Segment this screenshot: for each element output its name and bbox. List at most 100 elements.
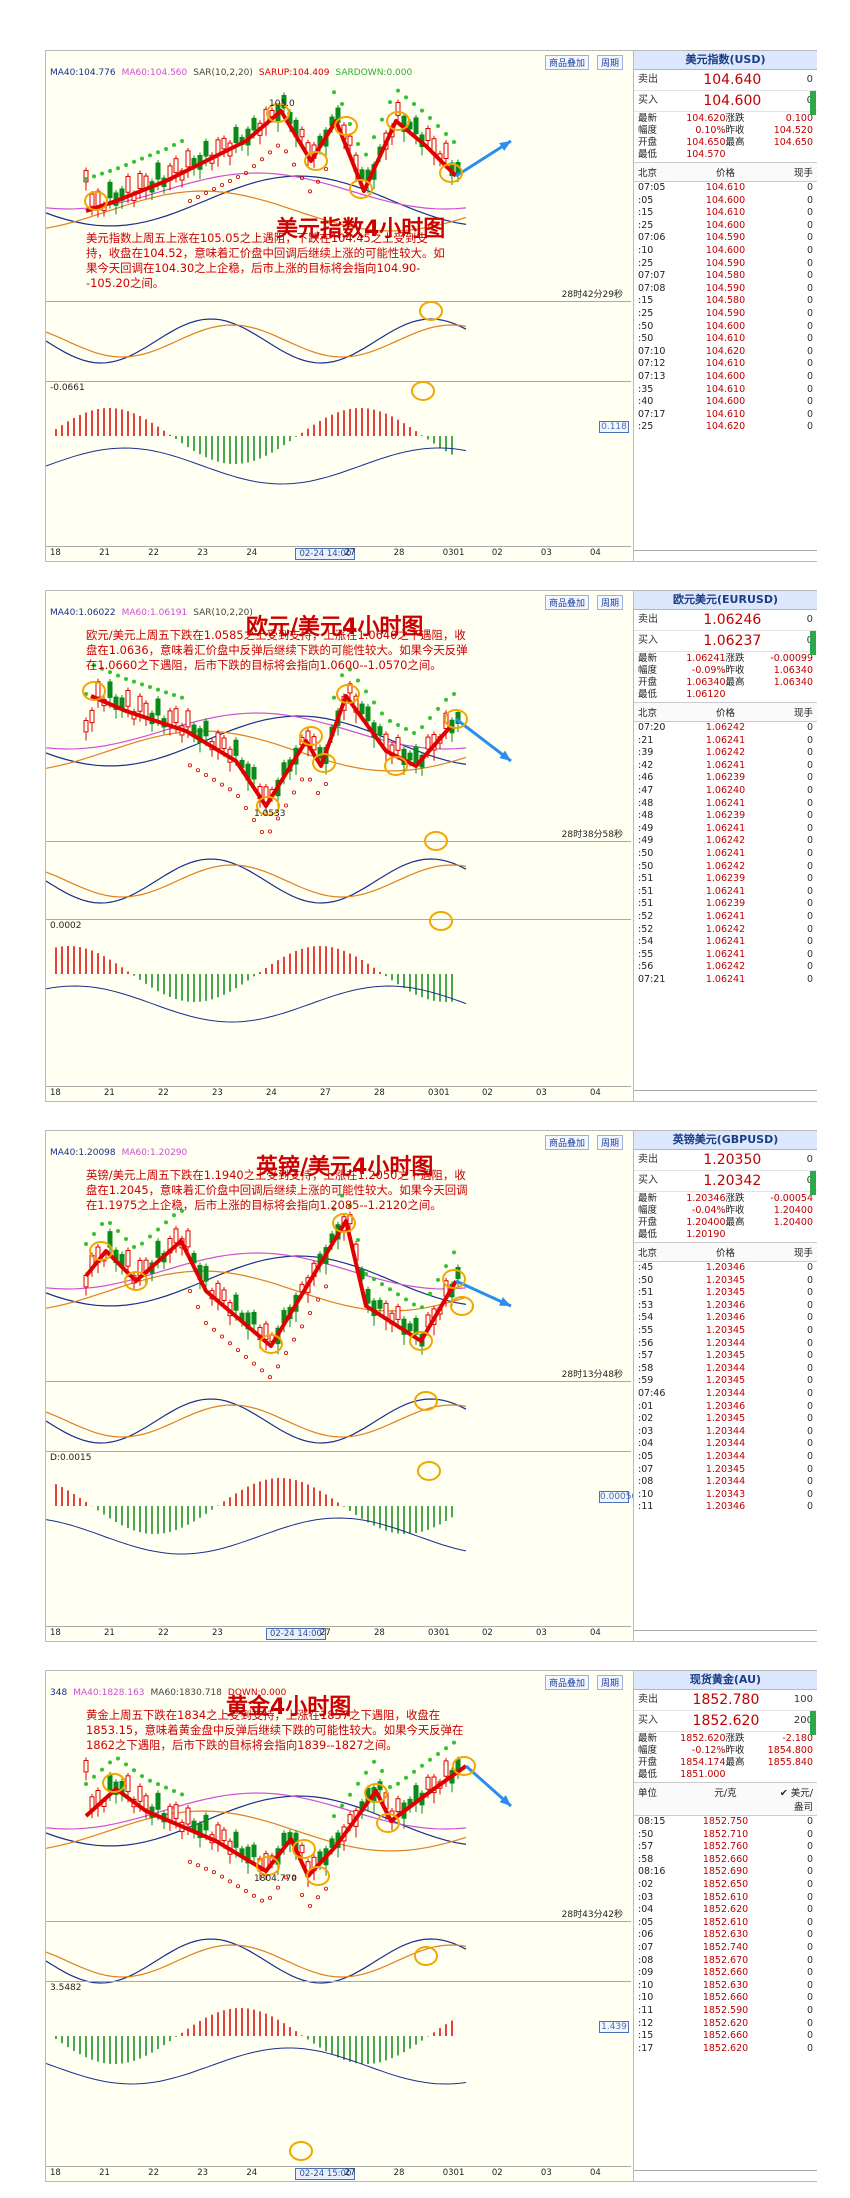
tick-time: :10 bbox=[638, 1979, 654, 1991]
tick-time: :48 bbox=[638, 797, 654, 809]
overlay-button[interactable]: 商品叠加 bbox=[544, 595, 589, 610]
sar-dot bbox=[371, 135, 376, 140]
stats-grid: 最新 104.620 涨跌 0.100 幅度 0.10% 昨收 104.520 开盘 104.65… bbox=[634, 112, 817, 162]
scrollbar[interactable] bbox=[810, 1711, 816, 1735]
tick-time: :25 bbox=[638, 421, 654, 433]
countdown-timer: 28时43分42秒 bbox=[561, 1910, 623, 1920]
symbol-name: 欧元美元(EURUSD) bbox=[634, 591, 817, 610]
x-tick-label: 22 bbox=[158, 1628, 169, 1638]
sar-dot bbox=[172, 1213, 177, 1218]
candle-body bbox=[89, 193, 95, 207]
indicator-line: MA40:1.20098 MA60:1.20290 bbox=[50, 1148, 193, 1158]
tick-time: :58 bbox=[638, 1362, 654, 1374]
period-button[interactable]: 周期 bbox=[596, 1135, 623, 1150]
tick-list[interactable]: 07:20 1.06242 0:21 1.06241 0:39 1.06242 0:42 1.… bbox=[634, 722, 817, 986]
overlay-button[interactable]: 商品叠加 bbox=[544, 1675, 589, 1690]
tick-list[interactable]: :45 1.20346 0:50 1.20345 0:51 1.20345 0:53 1.20… bbox=[634, 1262, 817, 1514]
candle-body bbox=[173, 1804, 179, 1820]
tick-price: 1852.630 bbox=[702, 1929, 749, 1941]
tick-time: :05 bbox=[638, 1450, 654, 1462]
chart-panel-2: 商品叠加 周期 MA40:1.06022 MA60:1.06191 SAR(10,2… bbox=[45, 590, 817, 1102]
tick-volume: 0 bbox=[806, 734, 813, 746]
sar-dot bbox=[331, 695, 336, 700]
tick-price: 1.20344 bbox=[705, 1438, 746, 1450]
sell-label: 卖出 bbox=[638, 1694, 658, 1705]
candle-body bbox=[173, 708, 179, 724]
candle-body bbox=[443, 142, 449, 160]
tick-volume: 0 bbox=[806, 860, 813, 872]
sar-dot bbox=[124, 1762, 129, 1767]
sar-dot bbox=[451, 1250, 456, 1255]
tick-row: :04 1.20344 0 bbox=[634, 1438, 817, 1451]
tick-volume: 0 bbox=[806, 1954, 813, 1966]
stat-value: 1.20400 bbox=[773, 1205, 813, 1216]
sar-dot bbox=[116, 673, 121, 678]
candle-body bbox=[377, 1299, 383, 1309]
sell-label: 卖出 bbox=[638, 614, 658, 625]
period-button[interactable]: 周期 bbox=[596, 1675, 623, 1690]
tick-row: :50 1852.710 0 bbox=[634, 1829, 817, 1842]
overlay-button[interactable]: 商品叠加 bbox=[544, 55, 589, 70]
tick-volume: 0 bbox=[806, 257, 813, 269]
stat-value: 1.20400 bbox=[773, 1217, 813, 1228]
forecast-arrowhead bbox=[499, 141, 511, 151]
candle-body bbox=[395, 101, 401, 116]
stat-cell: 涨跌 -0.00099 bbox=[726, 653, 814, 665]
macd-label: -0.0661 bbox=[50, 383, 85, 393]
tick-list[interactable]: 07:05 104.610 0:05 104.600 0:15 104.610 0:25 10… bbox=[634, 182, 817, 434]
period-button[interactable]: 周期 bbox=[596, 595, 623, 610]
kline-chart[interactable]: 商品叠加 周期 348 MA40:1828.163 MA60:1830.718 DOW… bbox=[45, 1671, 631, 2181]
candle-body bbox=[233, 1831, 239, 1848]
stat-value: -0.00054 bbox=[770, 1193, 813, 1204]
tick-row: :51 1.06239 0 bbox=[634, 898, 817, 911]
tick-col-header: 元/克 bbox=[714, 1788, 737, 1799]
scrollbar[interactable] bbox=[810, 91, 816, 115]
tick-volume: 0 bbox=[806, 936, 813, 948]
x-tick-label: 04 bbox=[590, 1088, 601, 1098]
tick-volume: 0 bbox=[806, 2030, 813, 2042]
tick-col-header: ✔ 美元/盎司 bbox=[779, 1788, 813, 1813]
kline-chart[interactable]: 商品叠加 周期 MA40:1.06022 MA60:1.06191 SAR(10,2… bbox=[45, 591, 631, 1101]
tick-time: :07 bbox=[638, 1941, 654, 1953]
candle-body bbox=[425, 1776, 431, 1790]
tick-row: :40 104.600 0 bbox=[634, 396, 817, 409]
tick-price: 1.20345 bbox=[705, 1375, 746, 1387]
tick-time: :04 bbox=[638, 1438, 654, 1450]
tick-volume: 0 bbox=[806, 1979, 813, 1991]
tick-time: 07:06 bbox=[638, 232, 666, 244]
tick-list[interactable]: 08:15 1852.750 0:50 1852.710 0:57 1852.760 0:5… bbox=[634, 1816, 817, 2055]
kline-chart[interactable]: 商品叠加 周期 MA40:1.20098 MA60:1.20290 英镑/美元4小… bbox=[45, 1131, 637, 1641]
tick-row: :45 1.20346 0 bbox=[634, 1262, 817, 1275]
macd-label: D:0.0015 bbox=[50, 1453, 92, 1463]
buy-row: 买入 1.06237 0 bbox=[634, 631, 817, 652]
ma-line bbox=[45, 1255, 467, 1307]
tick-row: :54 1.06241 0 bbox=[634, 936, 817, 949]
sar-dot bbox=[267, 150, 272, 155]
tick-row: :52 1.06242 0 bbox=[634, 924, 817, 937]
tick-price: 1.06242 bbox=[705, 835, 746, 847]
kline-chart[interactable]: 商品叠加 周期 MA40:104.776 MA60:104.560 SAR(10,2… bbox=[45, 51, 631, 561]
candle-body bbox=[395, 736, 401, 751]
macd-label: 0.0002 bbox=[50, 921, 82, 931]
tick-time: :35 bbox=[638, 383, 654, 395]
sar-dot bbox=[251, 817, 256, 822]
sidebar-footer bbox=[634, 1630, 817, 1641]
sar-dot bbox=[179, 139, 184, 144]
tick-volume: 0 bbox=[806, 1350, 813, 1362]
candle-body bbox=[95, 190, 101, 208]
sar-dot bbox=[387, 100, 392, 105]
overlay-button[interactable]: 商品叠加 bbox=[544, 1135, 589, 1150]
tick-price: 1.20345 bbox=[705, 1350, 746, 1362]
period-button[interactable]: 周期 bbox=[596, 55, 623, 70]
stat-label: 最高 bbox=[725, 137, 745, 148]
highlight-ring bbox=[89, 1241, 113, 1261]
tick-col-header: 价格 bbox=[715, 1248, 735, 1259]
tick-price: 1.06241 bbox=[705, 936, 746, 948]
scrollbar[interactable] bbox=[810, 1171, 816, 1195]
tick-row: :08 1852.670 0 bbox=[634, 1955, 817, 1968]
tick-volume: 0 bbox=[806, 1299, 813, 1311]
chart-title: 黄金4小时图 bbox=[226, 1695, 352, 1720]
scrollbar[interactable] bbox=[810, 631, 816, 655]
tick-time: :10 bbox=[638, 1992, 654, 2004]
tick-volume: 0 bbox=[806, 1929, 813, 1941]
